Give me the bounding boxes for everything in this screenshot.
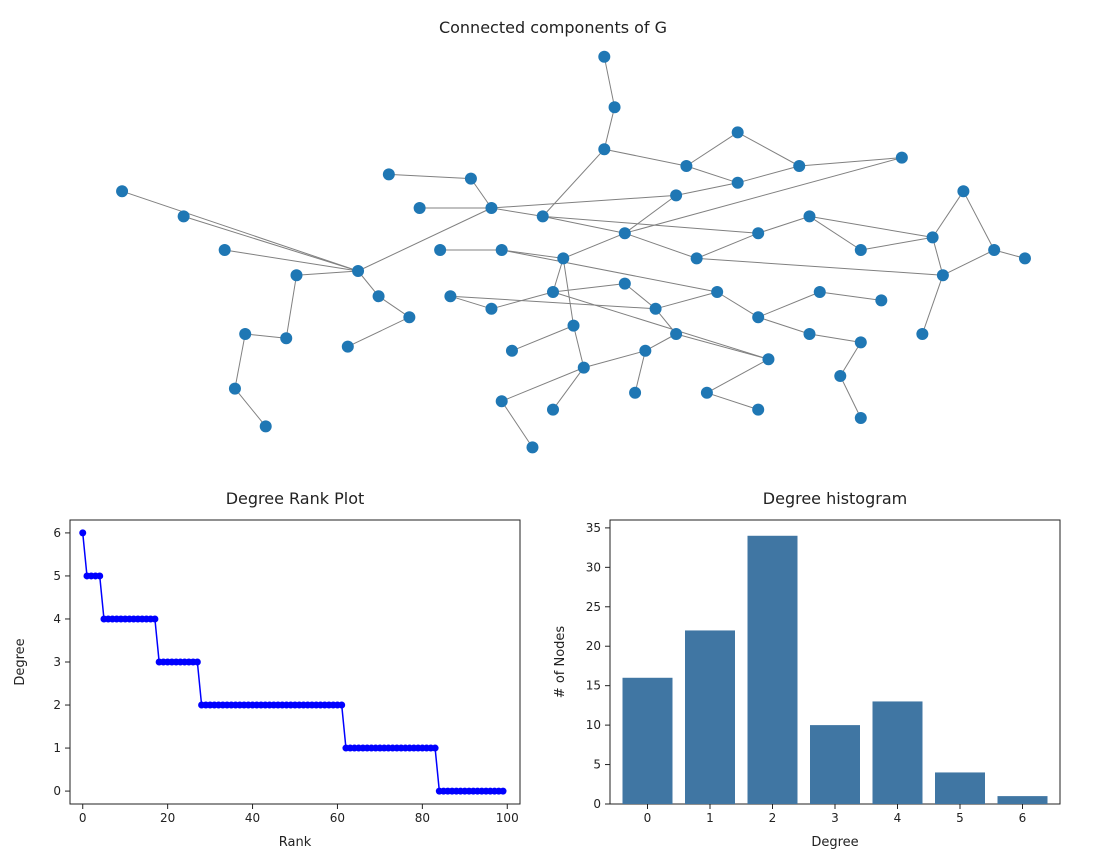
svg-text:2: 2 bbox=[769, 811, 777, 825]
svg-text:15: 15 bbox=[586, 679, 601, 693]
svg-text:40: 40 bbox=[245, 811, 260, 825]
degree-rank-plot: 0 20 40 60 80 100 0 1 2 3 4 5 6 Rank Degree Degree Rank… bbox=[10, 490, 540, 850]
svg-text:6: 6 bbox=[1019, 811, 1027, 825]
degree-histogram: 0 1 2 3 4 5 6 0 5 10 15 20 25 30 35 Degree # of Nodes Deg… bbox=[550, 490, 1080, 850]
svg-text:5: 5 bbox=[53, 569, 61, 583]
svg-text:2: 2 bbox=[53, 698, 61, 712]
network-plot bbox=[40, 40, 1066, 460]
svg-text:20: 20 bbox=[160, 811, 175, 825]
svg-text:1: 1 bbox=[53, 741, 61, 755]
svg-text:1: 1 bbox=[706, 811, 714, 825]
svg-text:4: 4 bbox=[894, 811, 902, 825]
svg-text:5: 5 bbox=[593, 758, 601, 772]
svg-text:Degree: Degree bbox=[13, 638, 28, 685]
svg-text:0: 0 bbox=[79, 811, 87, 825]
figure-root: Connected components of G 02040608010001… bbox=[0, 0, 1106, 866]
svg-text:# of Nodes: # of Nodes bbox=[553, 626, 568, 699]
svg-text:100: 100 bbox=[496, 811, 519, 825]
svg-text:30: 30 bbox=[586, 560, 601, 574]
svg-text:3: 3 bbox=[831, 811, 839, 825]
svg-text:5: 5 bbox=[956, 811, 964, 825]
svg-text:Degree: Degree bbox=[811, 835, 858, 850]
svg-text:4: 4 bbox=[53, 612, 61, 626]
svg-text:35: 35 bbox=[586, 521, 601, 535]
svg-text:0: 0 bbox=[644, 811, 652, 825]
network-title: Connected components of G bbox=[0, 18, 1106, 37]
svg-text:6: 6 bbox=[53, 526, 61, 540]
svg-text:0: 0 bbox=[53, 784, 61, 798]
svg-text:10: 10 bbox=[586, 718, 601, 732]
svg-text:60: 60 bbox=[330, 811, 345, 825]
svg-text:80: 80 bbox=[415, 811, 430, 825]
svg-text:25: 25 bbox=[586, 600, 601, 614]
svg-text:Degree Rank Plot: Degree Rank Plot bbox=[226, 490, 365, 508]
svg-text:3: 3 bbox=[53, 655, 61, 669]
svg-text:0: 0 bbox=[593, 797, 601, 811]
svg-text:20: 20 bbox=[586, 639, 601, 653]
svg-text:Rank: Rank bbox=[279, 835, 312, 850]
svg-text:Degree histogram: Degree histogram bbox=[763, 490, 907, 508]
